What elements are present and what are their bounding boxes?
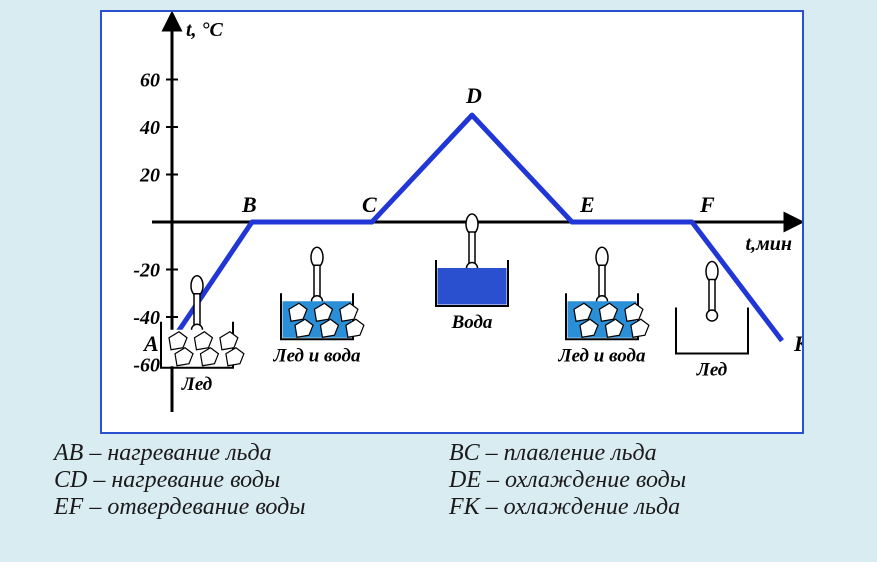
svg-text:40: 40 — [139, 117, 160, 139]
svg-text:t,мин: t,мин — [746, 233, 792, 255]
svg-text:B: B — [241, 192, 257, 217]
svg-text:60: 60 — [140, 70, 160, 92]
svg-text:Лед: Лед — [181, 374, 212, 395]
chart-container: -60 -40 -20 20 40 60 t, °C t,мин A B C D E F K Лед Лед и… — [100, 10, 804, 434]
legend-cell: BC – плавление льда — [449, 440, 844, 467]
svg-text:F: F — [699, 192, 715, 217]
svg-text:Лед: Лед — [696, 360, 727, 381]
svg-text:Вода: Вода — [451, 312, 493, 333]
segment-id: CD — [54, 467, 87, 493]
legend-cell: FK – охлаждение льда — [449, 494, 844, 521]
svg-text:-60: -60 — [133, 355, 160, 377]
segment-text: нагревание льда — [107, 440, 271, 466]
segment-text: охлаждение воды — [505, 467, 686, 493]
svg-text:D: D — [465, 83, 482, 108]
segment-id: FK — [449, 494, 480, 520]
legend-row: EF – отвердевание воды FK – охлаждение л… — [54, 494, 844, 521]
segment-text: отвердевание воды — [107, 494, 305, 520]
svg-text:K: K — [793, 331, 802, 356]
svg-text:A: A — [142, 331, 159, 356]
legend-cell: EF – отвердевание воды — [54, 494, 449, 521]
legend-cell: CD – нагревание воды — [54, 467, 449, 494]
svg-text:t, °C: t, °C — [186, 19, 224, 41]
svg-text:Лед и вода: Лед и вода — [558, 345, 646, 366]
legend-cell: DE – охлаждение воды — [449, 467, 844, 494]
svg-text:20: 20 — [139, 165, 160, 187]
svg-text:C: C — [362, 192, 377, 217]
svg-text:-20: -20 — [133, 260, 160, 282]
legend-row: AB – нагревание льда BC – плавление льда — [54, 440, 844, 467]
phase-chart: -60 -40 -20 20 40 60 t, °C t,мин A B C D E F K Лед Лед и… — [102, 12, 802, 432]
segment-text: охлаждение льда — [504, 494, 680, 520]
segment-id: AB — [54, 440, 83, 466]
segment-id: BC — [449, 440, 480, 466]
svg-text:-40: -40 — [133, 307, 160, 329]
svg-text:Лед и вода: Лед и вода — [273, 345, 361, 366]
segment-id: EF — [54, 494, 83, 520]
legend-row: CD – нагревание воды DE – охлаждение вод… — [54, 467, 844, 494]
legend-cell: AB – нагревание льда — [54, 440, 449, 467]
segment-text: плавление льда — [504, 440, 657, 466]
segment-id: DE — [449, 467, 481, 493]
svg-text:E: E — [579, 192, 595, 217]
legend: AB – нагревание льда BC – плавление льда… — [54, 440, 844, 521]
segment-text: нагревание воды — [111, 467, 280, 493]
